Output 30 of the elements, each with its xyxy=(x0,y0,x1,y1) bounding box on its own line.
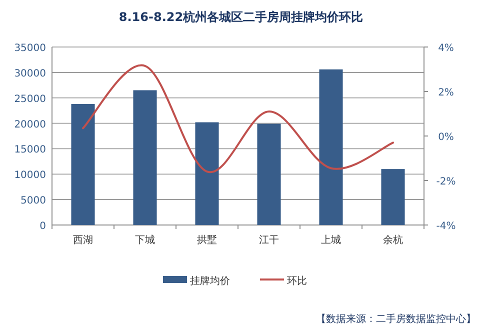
y2-tick-label: 2% xyxy=(438,88,454,98)
x-tick-label: 拱墅 xyxy=(197,234,217,246)
bar xyxy=(71,104,95,225)
legend-label: 环比 xyxy=(287,275,307,287)
bar xyxy=(319,69,343,225)
y2-tick-label: -2% xyxy=(436,176,456,188)
bar xyxy=(381,169,405,225)
x-tick-label: 上城 xyxy=(321,234,341,246)
bar xyxy=(133,90,157,225)
y2-tick-label: 4% xyxy=(438,43,454,54)
y-tick-label: 25000 xyxy=(14,94,46,105)
bar xyxy=(257,124,281,225)
bar xyxy=(195,122,219,225)
y-tick-label: 0 xyxy=(40,221,46,232)
y-tick-label: 35000 xyxy=(14,43,46,54)
y2-tick-label: -4% xyxy=(436,221,456,232)
y2-tick-label: 0% xyxy=(438,132,454,143)
chart-title: 8.16-8.22杭州各城区二手房周挂牌均价环比 xyxy=(118,10,364,24)
text: 【数据来源：二手房数据监控中心】 xyxy=(316,313,476,325)
y-tick-label: 10000 xyxy=(14,170,46,182)
y-tick-label: 5000 xyxy=(20,196,46,207)
x-tick-label: 下城 xyxy=(135,234,155,246)
y-tick-label: 15000 xyxy=(14,144,46,156)
legend-label: 挂牌均价 xyxy=(190,275,230,287)
x-tick-label: 余杭 xyxy=(383,234,403,246)
y-tick-label: 20000 xyxy=(14,119,46,130)
line-series xyxy=(82,64,394,173)
x-tick-label: 江干 xyxy=(259,234,279,246)
y-tick-label: 30000 xyxy=(14,68,46,80)
x-tick-label: 西湖 xyxy=(73,234,93,246)
